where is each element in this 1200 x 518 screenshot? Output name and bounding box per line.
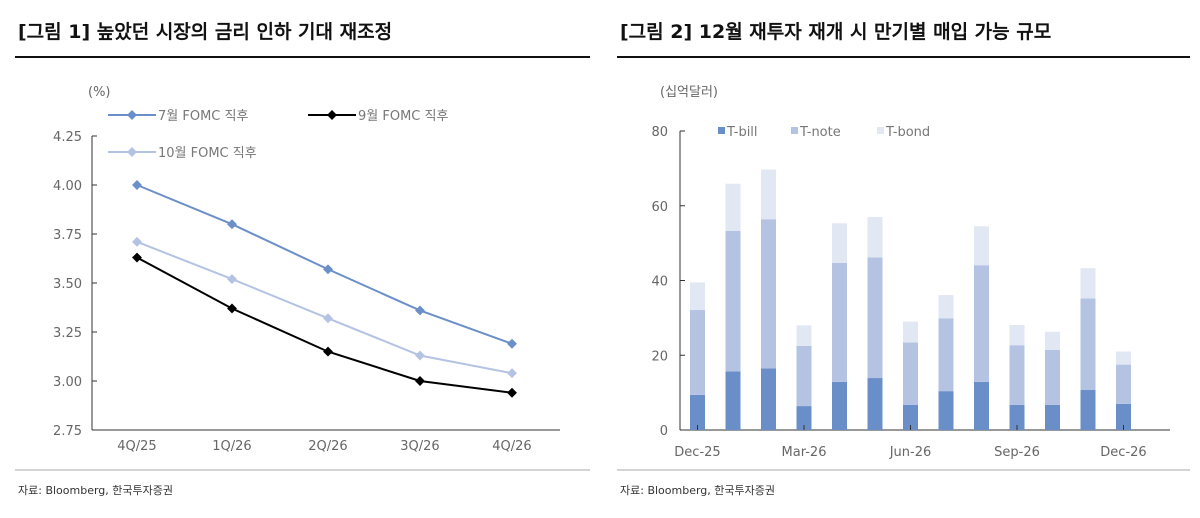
chart-1-y-tick-label: 3.50 [53,277,82,292]
chart-2-bar-segment [725,183,741,231]
chart-2-bar-segment [867,216,883,258]
chart-2-bar-segment [1080,298,1096,391]
chart-2-bar-segment [761,169,776,220]
chart-2-bar-segment [832,381,847,430]
chart-2-bar-segment [690,310,705,395]
chart-2-bar-segment [974,226,989,266]
chart-2-y-tick-label: 0 [660,424,668,439]
chart-1-data-point [507,338,517,349]
chart-1-x-tick-label: 4Q/25 [117,439,156,454]
chart-2-bar-segment [974,381,989,430]
chart-2-bar-segment [1116,403,1131,430]
chart-2-bar-segment [1080,268,1096,299]
chart-2-bar-segment [1045,404,1060,430]
chart-2-bar-segment [796,345,812,407]
chart-2-bar-segment [867,378,883,430]
chart-2-bar-segment [761,219,776,369]
chart-1-x-tick-label: 4Q/26 [492,439,531,454]
chart-2-x-tick-label: Jun-26 [889,445,932,460]
chart-2-bar-segment [690,282,705,311]
chart-1-y-unit: (%) [88,85,111,100]
chart-2-legend-label: T-note [799,125,841,140]
chart-1-data-point [323,313,333,324]
chart-1-x-tick-label: 2Q/26 [308,439,347,454]
chart-2-x-tick-label: Sep-26 [994,445,1040,460]
chart-2-x-tick-label: Dec-25 [674,445,720,460]
chart-2-source: 자료: Bloomberg, 한국투자증권 [620,484,775,497]
chart-2-bar-segment [867,257,883,379]
chart-2-legend-label: T-bill [726,125,758,140]
chart-2-bar-segment [1009,345,1025,405]
legend-marker-icon [127,110,137,120]
chart-1-source: 자료: Bloomberg, 한국투자증권 [18,484,173,497]
chart-1-data-point [415,350,425,361]
chart-1-data-point [507,387,517,398]
chart-2-bar-segment [832,262,847,382]
chart-1-data-point [507,368,517,379]
chart-2-y-unit: (십억달러) [660,85,718,100]
chart-2-bar-segment [1045,331,1060,351]
chart-2-bar-segment [974,265,989,382]
chart-1-data-point [415,376,425,386]
chart-2-bar-segment [903,342,918,405]
chart-1-data-point [227,274,237,285]
chart-2-bar-segment [725,371,741,430]
legend-marker-icon [327,110,337,120]
legend-marker-icon [127,147,137,157]
chart-2-y-tick-label: 40 [651,275,668,290]
chart-2-bar-segment [903,404,918,430]
chart-1-y-tick-label: 3.75 [53,228,82,243]
chart-2-x-tick-label: Dec-26 [1100,445,1146,460]
chart-2-title: [그림 2] 12월 재투자 재개 시 만기별 매입 가능 규모 [620,21,1051,43]
chart-2-bar-segment [725,230,741,372]
chart-1-y-tick-label: 4.25 [53,130,82,145]
chart-2-bar-segment [796,406,812,430]
chart-2-bar-segment [1009,324,1025,346]
chart-2-bar-segment [1080,390,1096,430]
chart-2-y-tick-label: 60 [651,200,668,215]
chart-1-legend-label: 9월 FOMC 직후 [358,109,448,124]
chart-1-data-point [323,264,333,275]
chart-2-bar-segment [761,368,776,430]
chart-1-y-tick-label: 3.00 [53,375,82,390]
chart-2-y-tick-label: 80 [651,125,668,140]
chart-2-bar-segment [1045,350,1060,405]
chart-1-x-tick-label: 3Q/26 [400,439,439,454]
chart-1-data-point [132,252,142,263]
chart-1-data-point [227,219,237,230]
chart-1-data-point [227,303,237,314]
chart-1-y-tick-label: 3.25 [53,326,82,341]
chart-2-y-tick-label: 20 [651,349,668,364]
chart-2-bar-segment [832,223,847,263]
chart-1-title: [그림 1] 높았던 시장의 금리 인하 기대 재조정 [18,21,392,43]
legend-swatch-icon [877,127,884,134]
chart-1-series-line [136,256,513,394]
chart-2-bar-segment [938,318,954,392]
chart-2-bar-segment [690,394,705,430]
chart-2: [그림 2] 12월 재투자 재개 시 만기별 매입 가능 규모 (십억달러) … [617,21,1190,497]
chart-2-bar-segment [1116,351,1131,365]
chart-2-bar-segment [796,325,812,346]
chart-1-y-tick-label: 2.75 [53,424,82,439]
chart-2-bar-segment [1009,404,1025,430]
chart-1-data-point [132,236,142,247]
chart-2-bar-segment [1116,364,1131,404]
chart-1: [그림 1] 높았던 시장의 금리 인하 기대 재조정 (%) 자료: Bloo… [15,21,590,497]
chart-1-data-point [415,305,425,316]
chart-1-legend-label: 10월 FOMC 직후 [158,146,257,161]
chart-1-data-point [132,180,142,190]
chart-2-bar-segment [938,391,954,430]
legend-swatch-icon [718,127,725,134]
chart-2-legend-label: T-bond [885,125,930,140]
legend-swatch-icon [791,127,798,134]
chart-2-bar-segment [938,295,954,319]
chart-1-x-tick-label: 1Q/26 [212,439,251,454]
chart-2-bar-segment [903,321,918,343]
chart-1-legend-label: 7월 FOMC 직후 [158,109,248,124]
chart-2-x-tick-label: Mar-26 [782,445,827,460]
chart-1-series-line [136,240,513,375]
chart-1-y-tick-label: 4.00 [53,179,82,194]
chart-1-data-point [323,346,333,357]
